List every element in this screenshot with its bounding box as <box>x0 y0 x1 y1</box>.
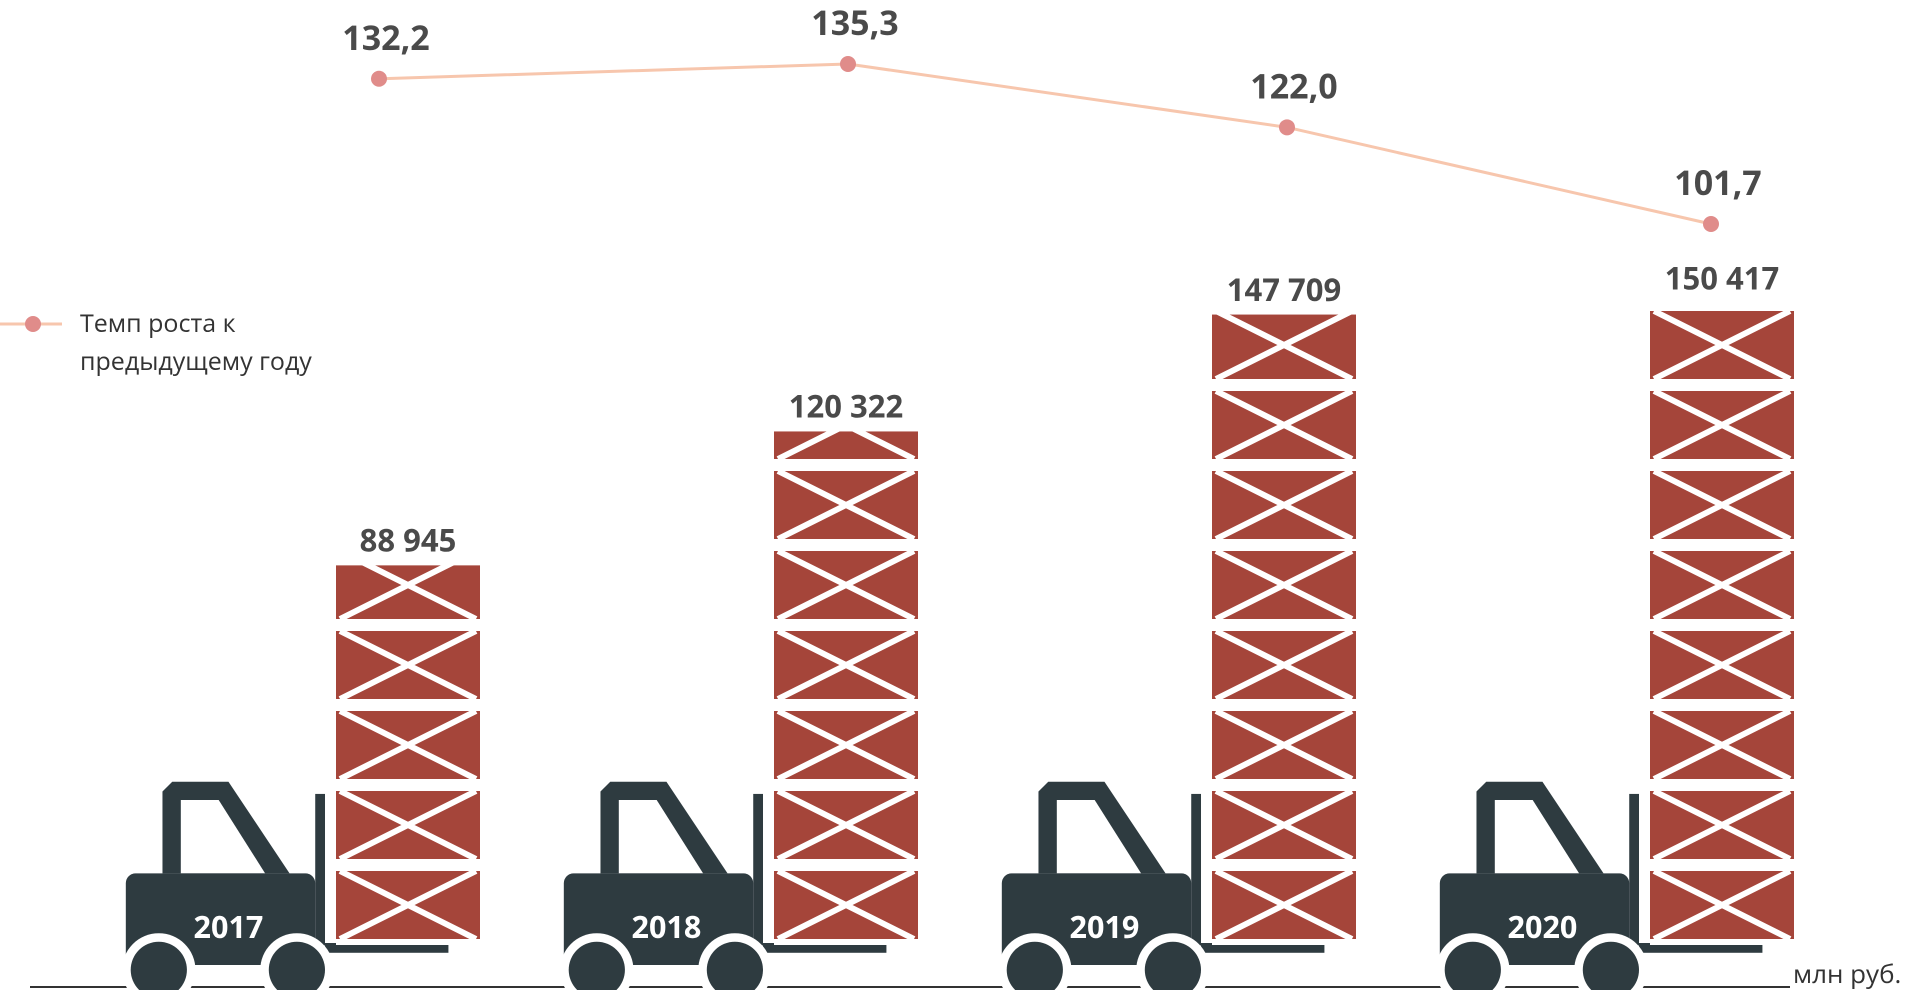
growth-marker <box>1279 119 1295 136</box>
forklift-fork <box>1201 943 1325 953</box>
forklift-window <box>1494 800 1580 874</box>
year-label: 2017 <box>194 905 264 947</box>
forklift: 2020 <box>1436 781 1763 990</box>
growth-marker <box>371 70 387 87</box>
forklift-fork <box>763 943 887 953</box>
forklift: 2018 <box>560 781 887 990</box>
legend-label: Темп роста к предыдущему году <box>80 306 312 378</box>
bar <box>774 431 918 945</box>
value-label: 150 417 <box>1665 257 1779 299</box>
bar <box>1650 303 1794 945</box>
forklift: 2019 <box>998 781 1325 990</box>
bar <box>1212 314 1356 945</box>
growth-marker <box>1703 216 1719 232</box>
forklift-wheel <box>1582 941 1639 990</box>
growth-line <box>378 62 1712 226</box>
forklift-mast <box>1629 793 1640 946</box>
year-label: 2020 <box>1508 905 1578 947</box>
growth-label: 101,7 <box>1674 159 1761 205</box>
forklift-wheel <box>1444 941 1501 990</box>
growth-label: 122,0 <box>1250 62 1337 108</box>
growth-marker <box>840 56 856 72</box>
bar <box>336 565 480 945</box>
year-label: 2019 <box>1070 905 1140 947</box>
forklift-wheel <box>568 941 625 990</box>
forklift-wheel <box>130 941 187 990</box>
forklift-wheel <box>268 941 325 990</box>
forklift-fork <box>325 943 449 953</box>
growth-label: 132,2 <box>342 14 429 60</box>
forklift-fork <box>1639 943 1763 953</box>
unit-label: млн руб. <box>1793 955 1902 991</box>
forklift-mast <box>315 793 326 946</box>
value-label: 88 945 <box>360 520 457 562</box>
forklift-wheel <box>1144 941 1201 990</box>
forklift-window <box>618 800 704 874</box>
forklift-mast <box>753 793 764 946</box>
growth-label: 135,3 <box>811 0 898 45</box>
forklift-wheel <box>706 941 763 990</box>
forklift-mast <box>1191 793 1202 946</box>
value-label: 120 322 <box>789 386 903 428</box>
forklift-window <box>180 800 266 874</box>
forklift-window <box>1056 800 1142 874</box>
forklift-wheel <box>1006 941 1063 990</box>
value-label: 147 709 <box>1227 269 1341 311</box>
year-label: 2018 <box>632 905 702 947</box>
forklift: 2017 <box>122 781 449 990</box>
legend-marker <box>25 316 41 332</box>
